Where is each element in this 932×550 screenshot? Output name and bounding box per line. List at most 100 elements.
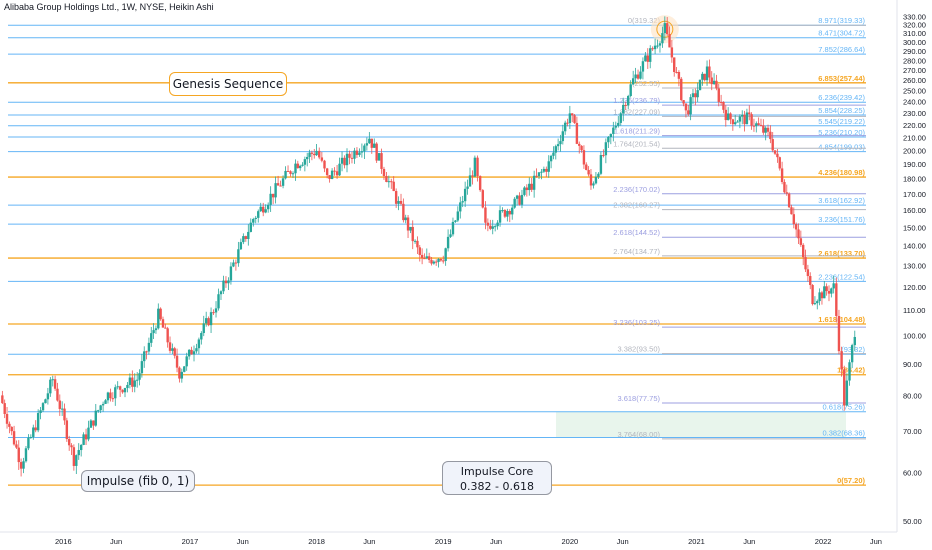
candle-body	[542, 168, 546, 172]
candle-body	[65, 420, 69, 440]
candle-body	[340, 157, 344, 164]
fib-level-label-mid: 3.236(103.25)	[613, 318, 660, 327]
candle-body	[661, 33, 664, 44]
candle-body	[219, 291, 223, 295]
impulse-core-title: Impulse Core	[460, 465, 534, 478]
x-tick-label: Jun	[237, 537, 249, 546]
candle-body	[663, 23, 667, 34]
candle-body	[710, 77, 713, 85]
candle-body	[520, 194, 524, 205]
y-tick-label: 190.00	[903, 160, 926, 169]
candle-body	[430, 259, 433, 264]
fib-level-label-mid: 2.618(144.52)	[613, 228, 660, 237]
candle-body	[471, 175, 474, 177]
candle-body	[446, 236, 450, 249]
candle-body	[249, 222, 252, 232]
candle-body	[680, 78, 683, 101]
candle-body	[183, 366, 186, 372]
x-tick-label: 2016	[55, 537, 72, 546]
candle-body	[634, 74, 637, 79]
candle-body	[451, 221, 455, 235]
x-tick-label: Jun	[110, 537, 122, 546]
candle-body	[413, 240, 417, 242]
candle-body	[837, 316, 841, 352]
fib-level-label: (93.32)	[841, 345, 865, 354]
candle-body	[291, 173, 295, 175]
candle-body	[771, 139, 774, 151]
candle-body	[799, 238, 803, 245]
candle-body	[769, 131, 772, 140]
candle-body	[719, 101, 723, 103]
candle-body	[22, 461, 25, 469]
candle-body	[252, 219, 255, 223]
candle-body	[284, 170, 287, 179]
candle-body	[121, 389, 124, 393]
candle-body	[27, 437, 30, 449]
candle-body	[143, 351, 146, 362]
candle-body	[741, 114, 744, 117]
candle-body	[242, 236, 245, 243]
fib-level-label-mid: (252.55)	[632, 79, 660, 88]
candle-body	[232, 262, 235, 267]
candle-body	[111, 398, 115, 400]
y-tick-label: 300.00	[903, 38, 926, 47]
candle-body	[131, 377, 134, 387]
candle-body	[1, 395, 4, 404]
candle-body	[46, 393, 50, 400]
candle-body	[592, 183, 595, 186]
candle-body	[604, 142, 608, 156]
candle-body	[187, 349, 191, 357]
candle-body	[365, 143, 369, 146]
candle-body	[832, 283, 835, 289]
candle-body	[294, 163, 297, 174]
x-tick-label: 2018	[308, 537, 325, 546]
x-tick-label: 2021	[688, 537, 705, 546]
candle-body	[559, 141, 562, 145]
candle-body	[575, 122, 579, 144]
candle-body	[515, 195, 519, 199]
candle-body	[766, 127, 770, 132]
candle-body	[646, 55, 649, 62]
candle-body	[67, 439, 71, 446]
candle-body	[528, 183, 531, 191]
candle-body	[568, 113, 572, 124]
fib-level-label-mid: 2.382(160.27)	[613, 201, 660, 210]
candle-body	[237, 249, 240, 264]
x-tick-label: Jun	[870, 537, 882, 546]
candle-body	[523, 187, 526, 195]
candle-body	[486, 222, 490, 226]
candle-body	[138, 373, 141, 380]
candle-body	[114, 387, 117, 399]
y-tick-label: 90.00	[903, 360, 922, 369]
candle-body	[387, 181, 391, 183]
candle-body	[449, 234, 452, 237]
candle-body	[36, 413, 40, 431]
candle-body	[701, 73, 704, 80]
candle-body	[442, 260, 445, 262]
candle-body	[503, 210, 507, 217]
candle-body	[392, 181, 395, 192]
candle-body	[281, 178, 285, 186]
fib-level-label-mid: 1.764(201.54)	[613, 139, 660, 148]
candle-body	[670, 47, 674, 58]
candle-body	[328, 175, 331, 180]
y-tick-label: 310.00	[903, 29, 926, 38]
fib-level-label: 3.236(151.76)	[818, 215, 865, 224]
fib-level-label: 0(57.20)	[837, 476, 865, 485]
fib-level-label: 8.471(304.72)	[818, 29, 865, 38]
candle-body	[402, 203, 405, 221]
candle-body	[51, 379, 54, 381]
candle-body	[159, 308, 162, 320]
fib-level-label: 1(86.42)	[837, 366, 865, 375]
fib-level-label: 4.236(180.98)	[818, 168, 865, 177]
candle-body	[687, 110, 690, 115]
candle-body	[571, 113, 574, 116]
candle-body	[423, 258, 426, 260]
candle-body	[843, 369, 846, 406]
candle-body	[682, 100, 685, 104]
candle-body	[845, 380, 849, 406]
candle-body	[797, 229, 800, 239]
y-tick-label: 180.00	[903, 175, 926, 184]
candle-body	[484, 207, 487, 223]
